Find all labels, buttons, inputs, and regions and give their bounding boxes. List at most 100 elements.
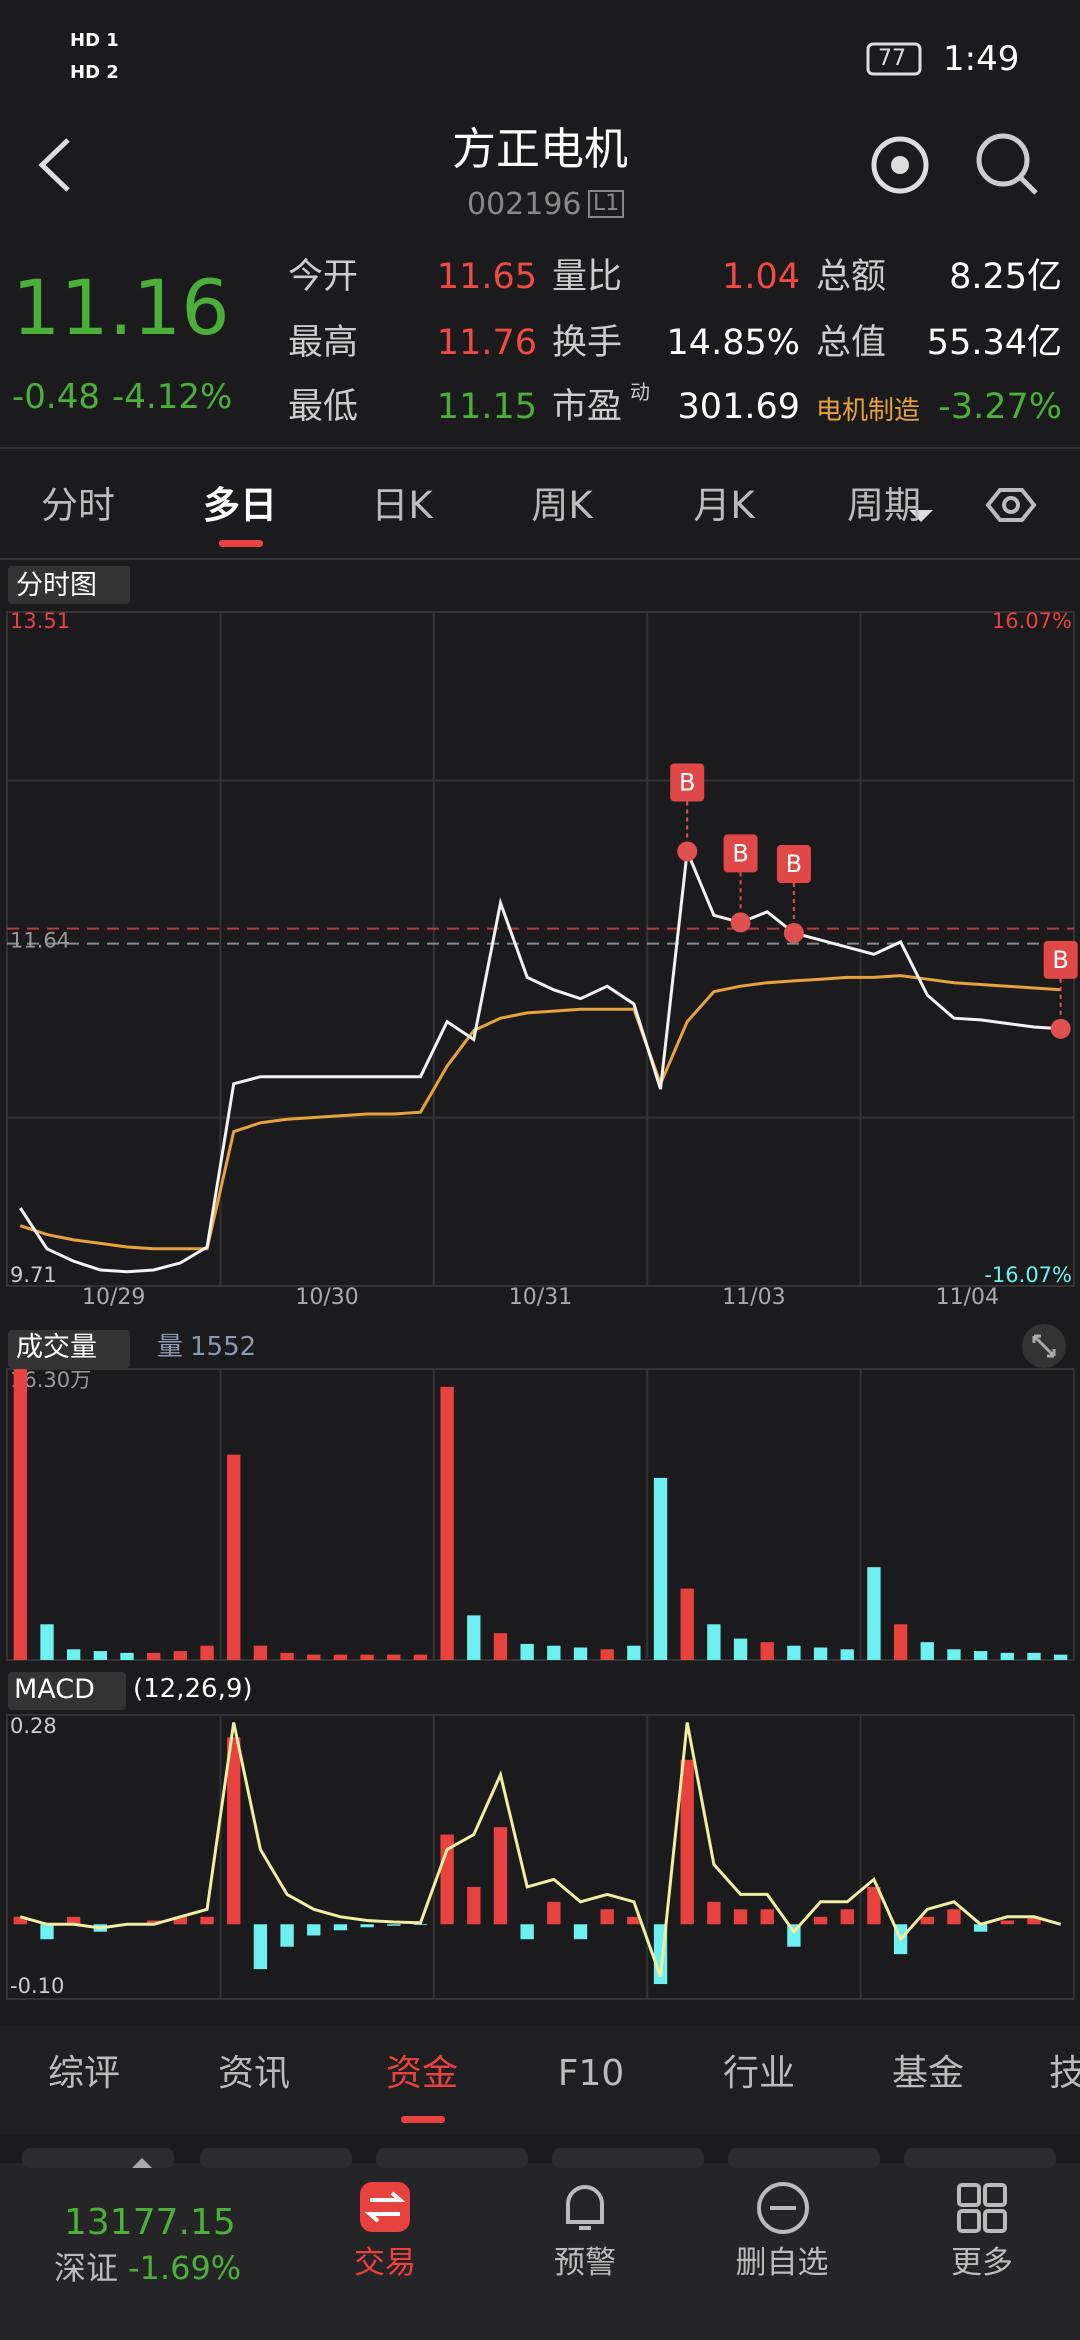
period-tab[interactable]: 周K (531, 484, 593, 527)
volume-bar (253, 1645, 268, 1660)
volume-bar (67, 1649, 81, 1660)
trade-marker: B (786, 850, 802, 878)
volume-bar (360, 1654, 374, 1660)
volume-bar (200, 1645, 214, 1660)
volume-bar (653, 1477, 668, 1660)
stat-label: 总值 (816, 323, 887, 363)
macd-bar (920, 1916, 934, 1925)
volume-bar (227, 1454, 241, 1660)
alert-icon[interactable] (566, 2185, 604, 2230)
detail-tab[interactable]: 综评 (47, 2053, 120, 2094)
stat-value: 55.34亿 (926, 323, 1062, 363)
nav-item[interactable]: 预警 (554, 2245, 616, 2281)
chart-selector[interactable]: 分时图 (16, 570, 97, 601)
index-name: 深证 (54, 2249, 119, 2287)
stat-value: -3.27% (938, 387, 1062, 427)
volume-bar (680, 1588, 694, 1660)
remove-icon[interactable] (757, 2182, 809, 2234)
nav-item[interactable]: 更多 (951, 2245, 1013, 2281)
detail-tab[interactable]: 技 (1048, 2053, 1080, 2094)
detail-tab[interactable]: 基金 (891, 2053, 964, 2094)
volume-bar (547, 1645, 561, 1660)
search-icon[interactable] (976, 133, 1030, 187)
y-tick-label: 0.28 (10, 1714, 57, 1738)
volume-bar (600, 1649, 614, 1660)
more-icon[interactable] (957, 2183, 1007, 2233)
detail-tab[interactable]: 资讯 (217, 2053, 290, 2094)
macd-bar (333, 1924, 348, 1931)
avg-line (19, 974, 1061, 1251)
macd-bar (307, 1924, 321, 1936)
stat-label: 量比 (552, 257, 623, 297)
volume-bar (493, 1633, 508, 1660)
pills (22, 2148, 1056, 2168)
volume-value: 1552 (190, 1332, 257, 1362)
chart-frame (6, 1714, 1075, 2000)
y-tick-label: 9.71 (10, 1263, 57, 1287)
price-change-pct: -4.12% (112, 377, 233, 417)
back-icon[interactable] (38, 138, 70, 192)
x-tick-label: 10/30 (295, 1285, 358, 1310)
volume-bar (333, 1654, 348, 1660)
trade-marker: B (1052, 946, 1068, 974)
macd-bar (547, 1901, 561, 1925)
volume-bar (307, 1654, 321, 1660)
macd-selector-box[interactable] (8, 1672, 126, 1710)
stat-label: 换手 (552, 323, 623, 363)
expand-caret[interactable] (132, 2158, 152, 2168)
stat-value: 8.25亿 (949, 257, 1062, 297)
macd-bar (947, 1909, 961, 1925)
volume-bar (93, 1651, 108, 1660)
index-value: 13177.15 (64, 2202, 236, 2243)
stat-value: 11.76 (436, 323, 537, 363)
detail-tab[interactable]: 资金 (385, 2053, 458, 2094)
volume-selector-box[interactable] (8, 1330, 130, 1368)
macd-bar (973, 1924, 988, 1932)
volume-bar (947, 1649, 961, 1660)
pct-label: 16.07% (992, 609, 1072, 633)
period-tab[interactable]: 多日 (203, 484, 277, 527)
nav-item[interactable]: 交易 (354, 2245, 416, 2281)
trade-marker: B (732, 839, 748, 867)
volume-bar (147, 1652, 161, 1660)
volume-bar (893, 1624, 908, 1660)
macd-title[interactable]: MACD (14, 1674, 95, 1705)
period-tab[interactable]: 日K (371, 484, 433, 527)
detail-tab[interactable]: F10 (557, 2053, 625, 2094)
macd-bar (733, 1909, 748, 1925)
trade-point (783, 923, 804, 944)
volume-bar (627, 1645, 641, 1660)
nav-item[interactable]: 删自选 (735, 2245, 829, 2281)
volume-bar (520, 1643, 534, 1660)
period-tab[interactable]: 月K (693, 484, 755, 527)
trade-icon[interactable] (360, 2182, 410, 2232)
x-tick-label: 11/04 (936, 1285, 999, 1310)
mascot-icon[interactable] (871, 136, 929, 194)
volume-bar (387, 1654, 401, 1660)
y-tick-label: 13.51 (10, 609, 70, 633)
stat-value: 14.85% (666, 323, 800, 363)
x-tick-label: 10/31 (509, 1285, 572, 1310)
dropdown-caret[interactable] (909, 510, 933, 522)
volume-bar (733, 1638, 748, 1660)
stock-code: 002196 (467, 187, 582, 222)
detail-tab-bar (0, 2025, 1080, 2135)
volume-bar (1027, 1652, 1041, 1660)
period-tab[interactable]: 分时 (41, 484, 115, 527)
macd-bar (867, 1886, 881, 1925)
settings-icon[interactable] (985, 488, 1037, 522)
volume-bar (1053, 1654, 1068, 1660)
macd-bar (1000, 1920, 1014, 1925)
detail-tab[interactable]: 行业 (722, 2053, 795, 2094)
chart-frame (6, 1368, 1075, 1661)
stat-label: 电机制造 (816, 396, 921, 426)
volume-bar (787, 1645, 801, 1660)
volume-title[interactable]: 成交量 (16, 1332, 97, 1363)
period-tab[interactable]: 周期 (847, 484, 921, 527)
volume-label: 量 (157, 1332, 184, 1362)
price-line (19, 845, 1061, 1274)
battery-icon (866, 42, 922, 76)
ref-label: 11.64 (10, 929, 70, 953)
chart-selector-box[interactable] (8, 566, 130, 604)
